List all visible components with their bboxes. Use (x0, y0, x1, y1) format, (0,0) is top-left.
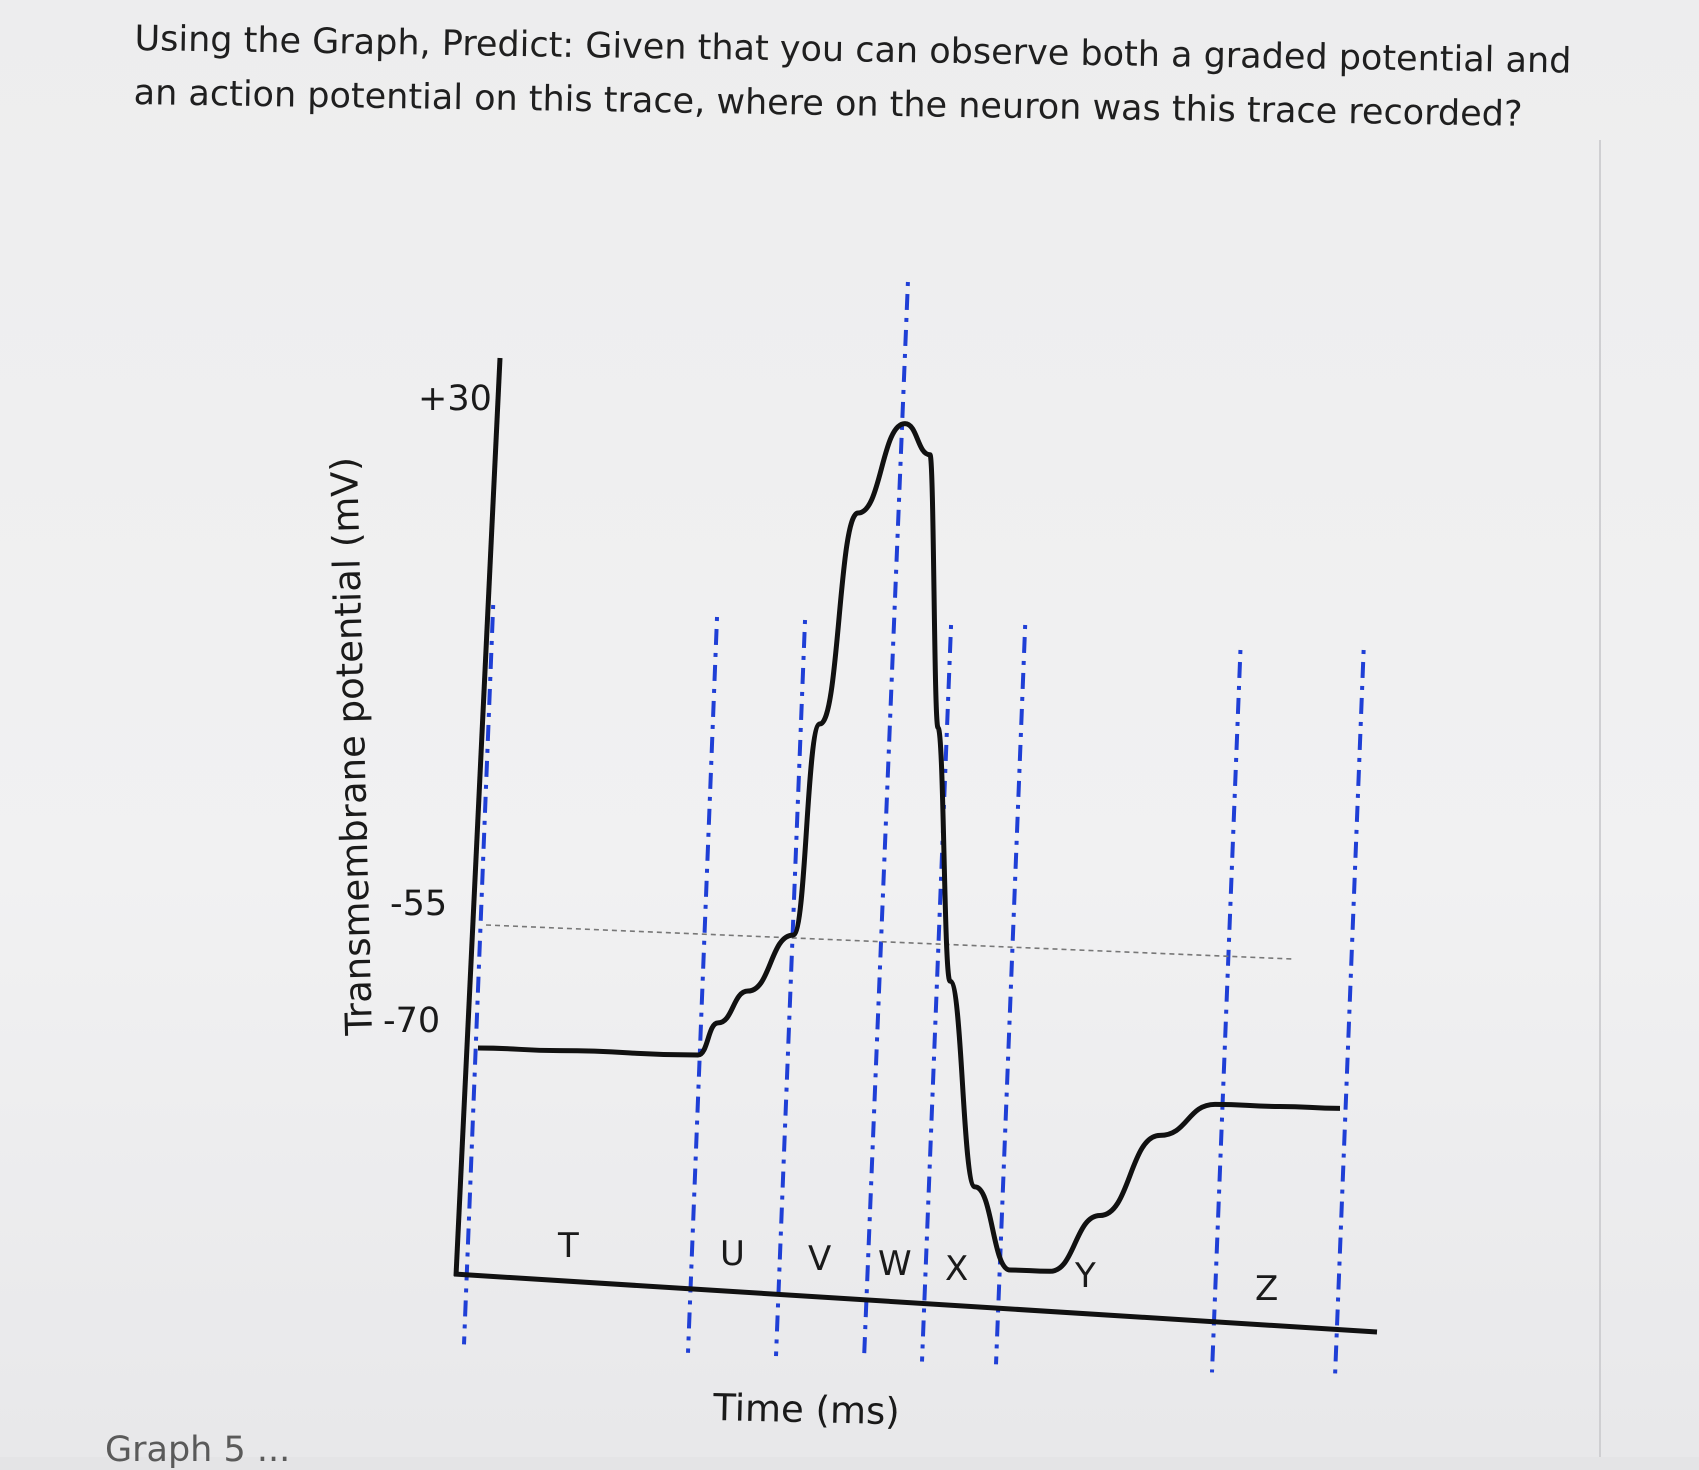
segment-label-v: V (808, 1239, 831, 1279)
x-axis (453, 1271, 1378, 1335)
threshold-line (485, 924, 1293, 960)
segment-dividers (462, 281, 1366, 1378)
segment-label-t: T (557, 1226, 579, 1266)
segment-label-w: W (878, 1244, 912, 1284)
segment-label-u: U (720, 1234, 745, 1274)
segment-divider-7 (1210, 649, 1243, 1373)
segment-divider-6 (994, 624, 1028, 1365)
segment-label-x: X (945, 1249, 968, 1289)
series-line-membrane-potential (477, 421, 1341, 1274)
segment-divider-3 (774, 619, 808, 1357)
segment-divider-1 (462, 604, 496, 1345)
segment-divider-8 (1333, 649, 1366, 1378)
segment-divider-2 (686, 616, 720, 1353)
panel-border (1599, 140, 1601, 1457)
x-axis-label: Time (ms) (712, 1386, 900, 1433)
y-tick-label: +30 (418, 379, 492, 419)
segment-divider-5 (920, 624, 954, 1362)
y-tick-labels: +30 -55 -70 (383, 379, 492, 1041)
chart-axes (453, 357, 1378, 1335)
y-axis (453, 357, 503, 1277)
y-tick-label: -70 (383, 1001, 440, 1041)
y-tick-label: -55 (390, 884, 447, 924)
segment-divider-4 (862, 281, 910, 1360)
segment-label-z: Z (1255, 1269, 1278, 1309)
y-axis-label: Transmembrane potential (mV) (323, 456, 381, 1036)
segment-label-y: Y (1074, 1256, 1096, 1296)
